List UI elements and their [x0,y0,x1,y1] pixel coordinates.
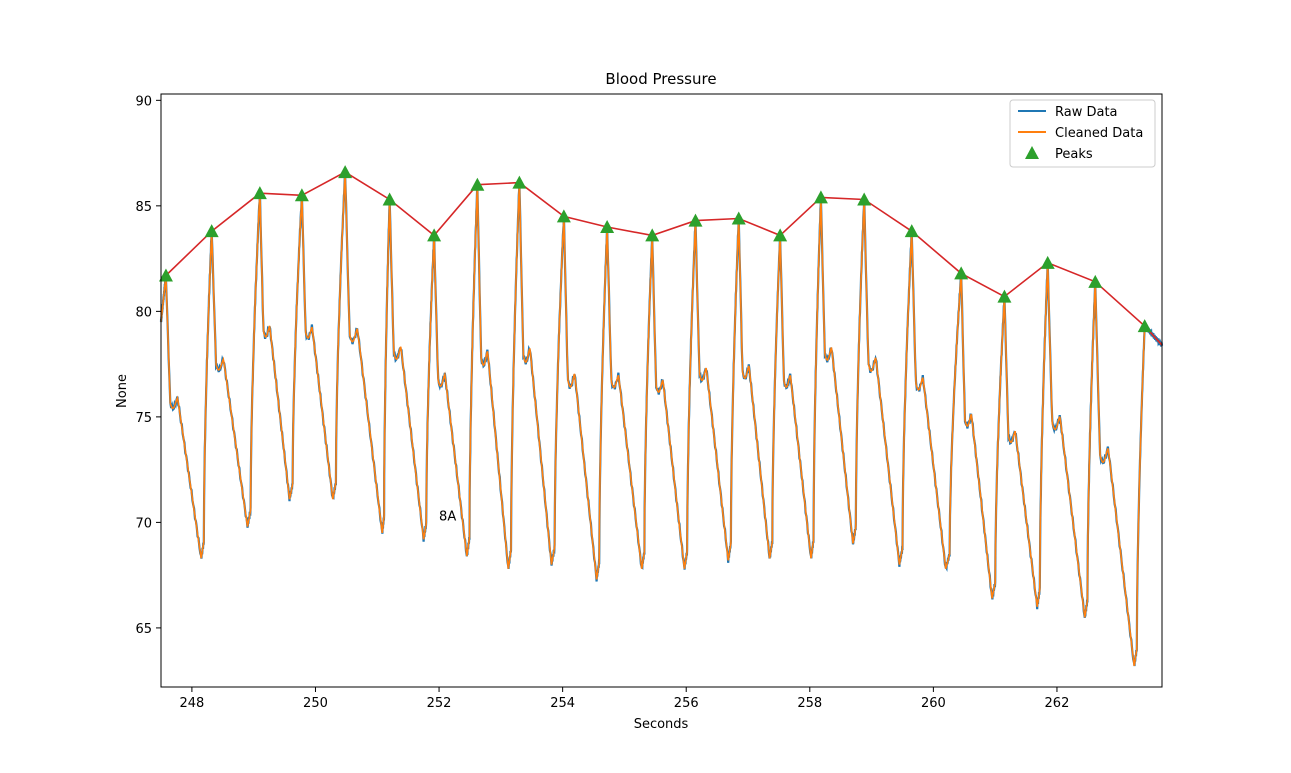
y-tick-label: 65 [135,622,152,637]
peak-envelope-line [165,171,1163,346]
y-axis-label: None [115,374,130,408]
peak-marker [294,188,309,202]
legend-label-raw-data: Raw Data [1055,105,1118,120]
x-tick-label: 248 [179,696,204,711]
peaks-layer [158,165,1152,333]
x-tick-label: 250 [303,696,328,711]
x-tick-label: 260 [921,696,946,711]
y-tick-label: 75 [135,411,152,426]
peak-marker [954,266,969,280]
x-axis-label: Seconds [634,717,689,732]
y-tick-label: 90 [135,94,152,109]
x-tick-label: 262 [1045,696,1070,711]
peak-marker [731,211,746,225]
peak-marker [252,186,267,200]
peak-marker [1137,319,1152,333]
x-axis: 248 250 252 254 256 258 260 262 [179,687,1069,711]
peak-marker [904,224,919,238]
peak-marker [512,175,527,189]
x-tick-label: 256 [674,696,699,711]
legend-box [1009,99,1156,168]
peak-marker [813,190,828,204]
legend-label-peaks: Peaks [1055,147,1093,162]
y-tick-label: 70 [135,516,152,531]
plot-frame [160,93,1163,688]
peak-marker [158,268,173,282]
peak-marker [645,228,660,242]
y-tick-label: 85 [135,200,152,215]
legend-swatch-peaks [1025,146,1039,159]
peak-marker [1040,255,1055,269]
peak-marker [382,192,397,206]
peak-marker [556,209,571,223]
x-tick-label: 258 [797,696,822,711]
legend: Raw Data Cleaned Data Peaks [1009,99,1156,168]
y-axis: 65 70 75 80 85 90 [135,94,161,637]
peak-marker [688,213,703,227]
peak-marker [338,165,353,179]
peak-marker [997,289,1012,303]
annotation-label: 8A [439,509,456,524]
peak-marker [773,228,788,242]
peak-marker [857,192,872,206]
peak-marker [204,224,219,238]
peak-marker [470,177,485,191]
peak-marker [600,219,615,233]
legend-label-cleaned-data: Cleaned Data [1055,126,1143,141]
x-tick-label: 252 [427,696,452,711]
peak-marker [1088,274,1103,288]
envelope-layer [165,171,1163,346]
peak-marker [427,228,442,242]
y-tick-label: 80 [135,305,152,320]
x-tick-label: 254 [550,696,575,711]
chart-title: Blood Pressure [605,70,716,88]
